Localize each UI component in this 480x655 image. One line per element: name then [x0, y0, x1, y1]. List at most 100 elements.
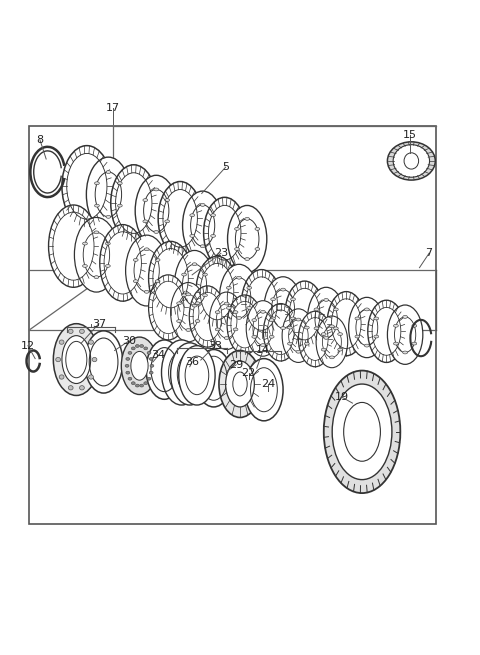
Ellipse shape [186, 329, 191, 331]
Ellipse shape [329, 325, 334, 328]
Ellipse shape [271, 317, 276, 320]
Ellipse shape [227, 295, 263, 354]
Ellipse shape [126, 235, 168, 306]
Ellipse shape [215, 310, 220, 314]
Ellipse shape [190, 214, 194, 217]
Ellipse shape [321, 348, 326, 351]
Ellipse shape [255, 227, 260, 231]
Ellipse shape [158, 181, 202, 255]
Ellipse shape [261, 344, 265, 346]
Ellipse shape [182, 273, 186, 276]
Ellipse shape [125, 364, 129, 367]
Ellipse shape [62, 145, 112, 227]
Ellipse shape [348, 297, 385, 358]
Ellipse shape [387, 305, 423, 364]
Ellipse shape [235, 227, 240, 231]
Ellipse shape [189, 286, 226, 347]
Ellipse shape [224, 337, 229, 339]
Ellipse shape [95, 182, 99, 185]
Ellipse shape [219, 350, 261, 417]
Text: 14: 14 [256, 345, 270, 356]
Ellipse shape [412, 324, 417, 328]
Ellipse shape [245, 257, 250, 261]
Text: 30: 30 [122, 336, 136, 346]
Ellipse shape [338, 348, 343, 351]
Ellipse shape [135, 345, 139, 347]
Ellipse shape [177, 320, 181, 322]
Text: 7: 7 [425, 248, 432, 258]
Ellipse shape [144, 382, 148, 384]
Ellipse shape [144, 248, 149, 251]
Polygon shape [29, 126, 436, 524]
Ellipse shape [89, 340, 94, 345]
Ellipse shape [143, 220, 148, 223]
Ellipse shape [246, 301, 280, 356]
Ellipse shape [247, 286, 252, 290]
Ellipse shape [282, 309, 315, 362]
Text: 8: 8 [36, 135, 44, 145]
Ellipse shape [133, 259, 138, 261]
Ellipse shape [304, 326, 309, 329]
Ellipse shape [94, 276, 99, 278]
Ellipse shape [364, 344, 369, 347]
Ellipse shape [149, 358, 153, 360]
Ellipse shape [118, 182, 122, 185]
Ellipse shape [288, 326, 292, 329]
Text: 29: 29 [229, 360, 243, 370]
Ellipse shape [316, 316, 348, 367]
Ellipse shape [334, 308, 338, 311]
Ellipse shape [290, 298, 295, 301]
Ellipse shape [285, 281, 324, 347]
Ellipse shape [387, 141, 435, 180]
Ellipse shape [299, 311, 332, 367]
Ellipse shape [74, 217, 119, 292]
Ellipse shape [271, 298, 276, 301]
Ellipse shape [146, 340, 182, 400]
Ellipse shape [245, 358, 283, 421]
Ellipse shape [226, 361, 254, 407]
Text: 19: 19 [335, 392, 348, 402]
Ellipse shape [394, 324, 398, 328]
Ellipse shape [269, 335, 274, 338]
Text: 23: 23 [214, 248, 228, 258]
Ellipse shape [144, 290, 149, 293]
Ellipse shape [247, 307, 252, 309]
Ellipse shape [56, 358, 60, 362]
Ellipse shape [186, 293, 191, 296]
Ellipse shape [374, 335, 379, 338]
Text: 37: 37 [92, 319, 106, 329]
Ellipse shape [106, 242, 110, 245]
Ellipse shape [53, 324, 99, 396]
Ellipse shape [211, 214, 216, 217]
Ellipse shape [329, 356, 334, 359]
Ellipse shape [62, 335, 91, 383]
Text: 15: 15 [403, 130, 417, 140]
Ellipse shape [255, 248, 260, 250]
Ellipse shape [144, 347, 148, 350]
Ellipse shape [170, 282, 206, 342]
Ellipse shape [192, 304, 197, 307]
Ellipse shape [86, 157, 131, 232]
Ellipse shape [209, 292, 244, 350]
Ellipse shape [314, 327, 319, 330]
Ellipse shape [324, 371, 400, 493]
Ellipse shape [147, 352, 151, 354]
Ellipse shape [281, 327, 286, 329]
Ellipse shape [269, 319, 274, 322]
Ellipse shape [132, 347, 135, 350]
Ellipse shape [219, 265, 259, 331]
Ellipse shape [296, 350, 301, 353]
Ellipse shape [121, 337, 157, 394]
Text: 36: 36 [185, 357, 199, 367]
Ellipse shape [80, 386, 84, 390]
Ellipse shape [368, 300, 405, 362]
Ellipse shape [177, 302, 181, 305]
Ellipse shape [403, 316, 408, 318]
Ellipse shape [204, 197, 246, 268]
Ellipse shape [374, 317, 379, 320]
Ellipse shape [149, 371, 153, 374]
Ellipse shape [150, 364, 154, 367]
Ellipse shape [59, 375, 64, 379]
Ellipse shape [195, 302, 200, 305]
Ellipse shape [224, 302, 229, 305]
